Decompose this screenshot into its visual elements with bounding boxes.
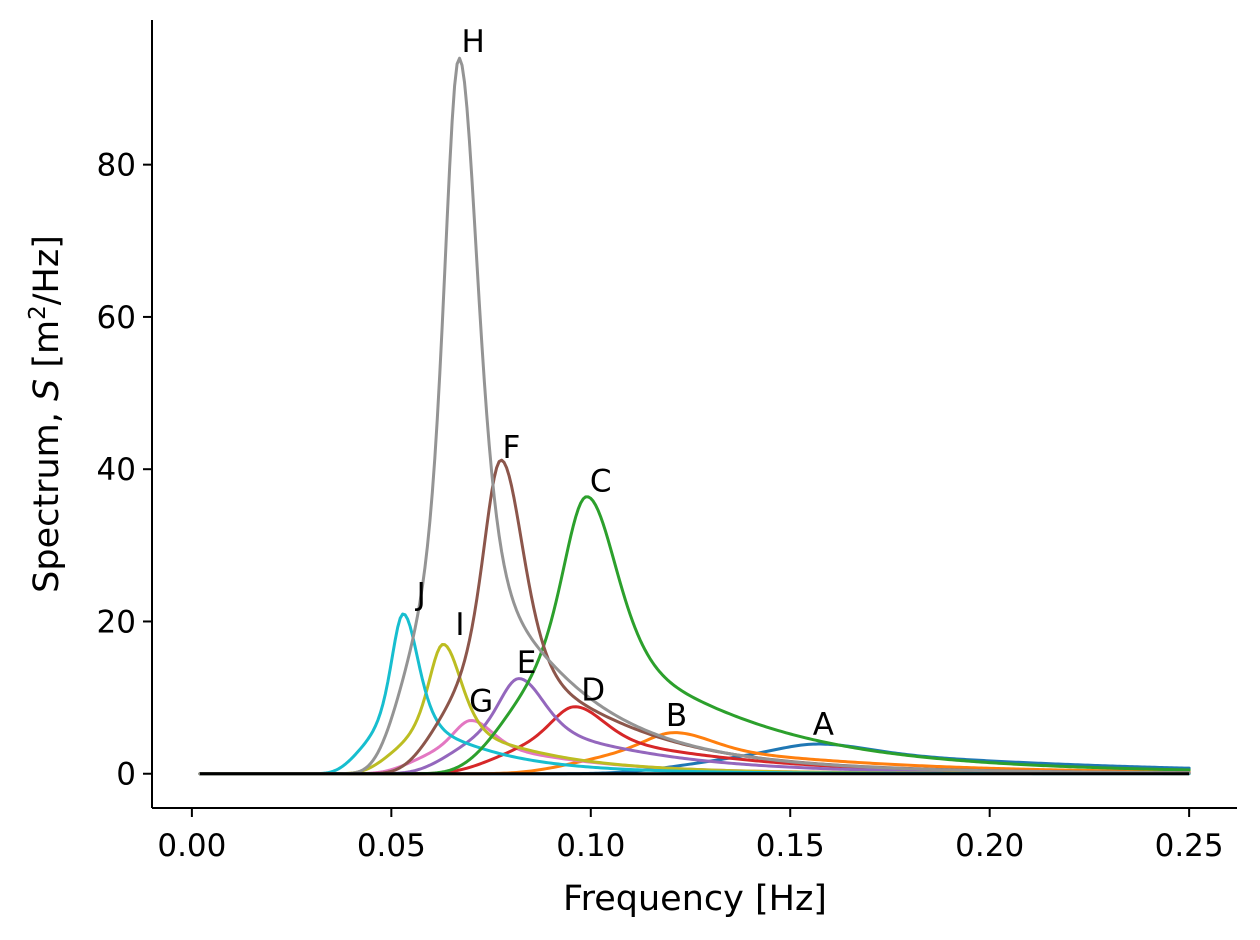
y-axis-label-open: [m	[27, 320, 67, 379]
peak-label-g: G	[469, 683, 493, 719]
x-tick-label: 0.20	[955, 828, 1024, 864]
y-axis-label-sup: 2	[25, 305, 51, 320]
series-line-c	[198, 495, 1191, 776]
peak-label-f: F	[502, 430, 520, 466]
peak-label-a: A	[813, 707, 834, 743]
series-layer	[198, 56, 1191, 776]
series-line-e	[198, 677, 1191, 776]
peak-label-d: D	[581, 673, 605, 709]
peak-label-c: C	[590, 463, 612, 499]
y-tick-label: 0	[116, 757, 136, 793]
series-line-f	[198, 458, 1191, 776]
y-axis-label: Spectrum, S [m2/Hz]	[25, 235, 67, 593]
x-ticks: 0.00 0.05 0.10 0.15 0.20 0.25	[157, 808, 1224, 864]
series-line-j	[198, 612, 1191, 776]
y-ticks: 0 20 40 60 80	[97, 148, 152, 793]
peak-label-h: H	[461, 24, 484, 60]
peak-label-i: I	[455, 607, 464, 643]
x-tick-label: 0.25	[1155, 828, 1224, 864]
x-tick-label: 0.10	[556, 828, 625, 864]
y-tick-label: 20	[97, 604, 136, 640]
y-tick-label: 40	[97, 452, 136, 488]
y-axis-label-close: /Hz]	[27, 235, 67, 305]
peak-label-e: E	[517, 645, 537, 681]
peak-label-b: B	[666, 698, 687, 734]
axes: 0.00 0.05 0.10 0.15 0.20 0.25 0 20 40 60 80	[97, 20, 1237, 864]
x-axis-label: Frequency [Hz]	[563, 879, 827, 919]
x-tick-label: 0.15	[756, 828, 825, 864]
peak-label-j: J	[415, 577, 426, 613]
x-tick-label: 0.00	[157, 828, 226, 864]
y-tick-label: 60	[97, 300, 136, 336]
y-tick-label: 80	[97, 148, 136, 184]
x-tick-label: 0.05	[357, 828, 426, 864]
series-line-h	[198, 56, 1191, 776]
y-axis-label-prefix: Spectrum,	[27, 401, 67, 593]
y-axis-label-var: S	[27, 379, 67, 401]
peak-labels: H F C JI E D G B A	[415, 24, 834, 743]
